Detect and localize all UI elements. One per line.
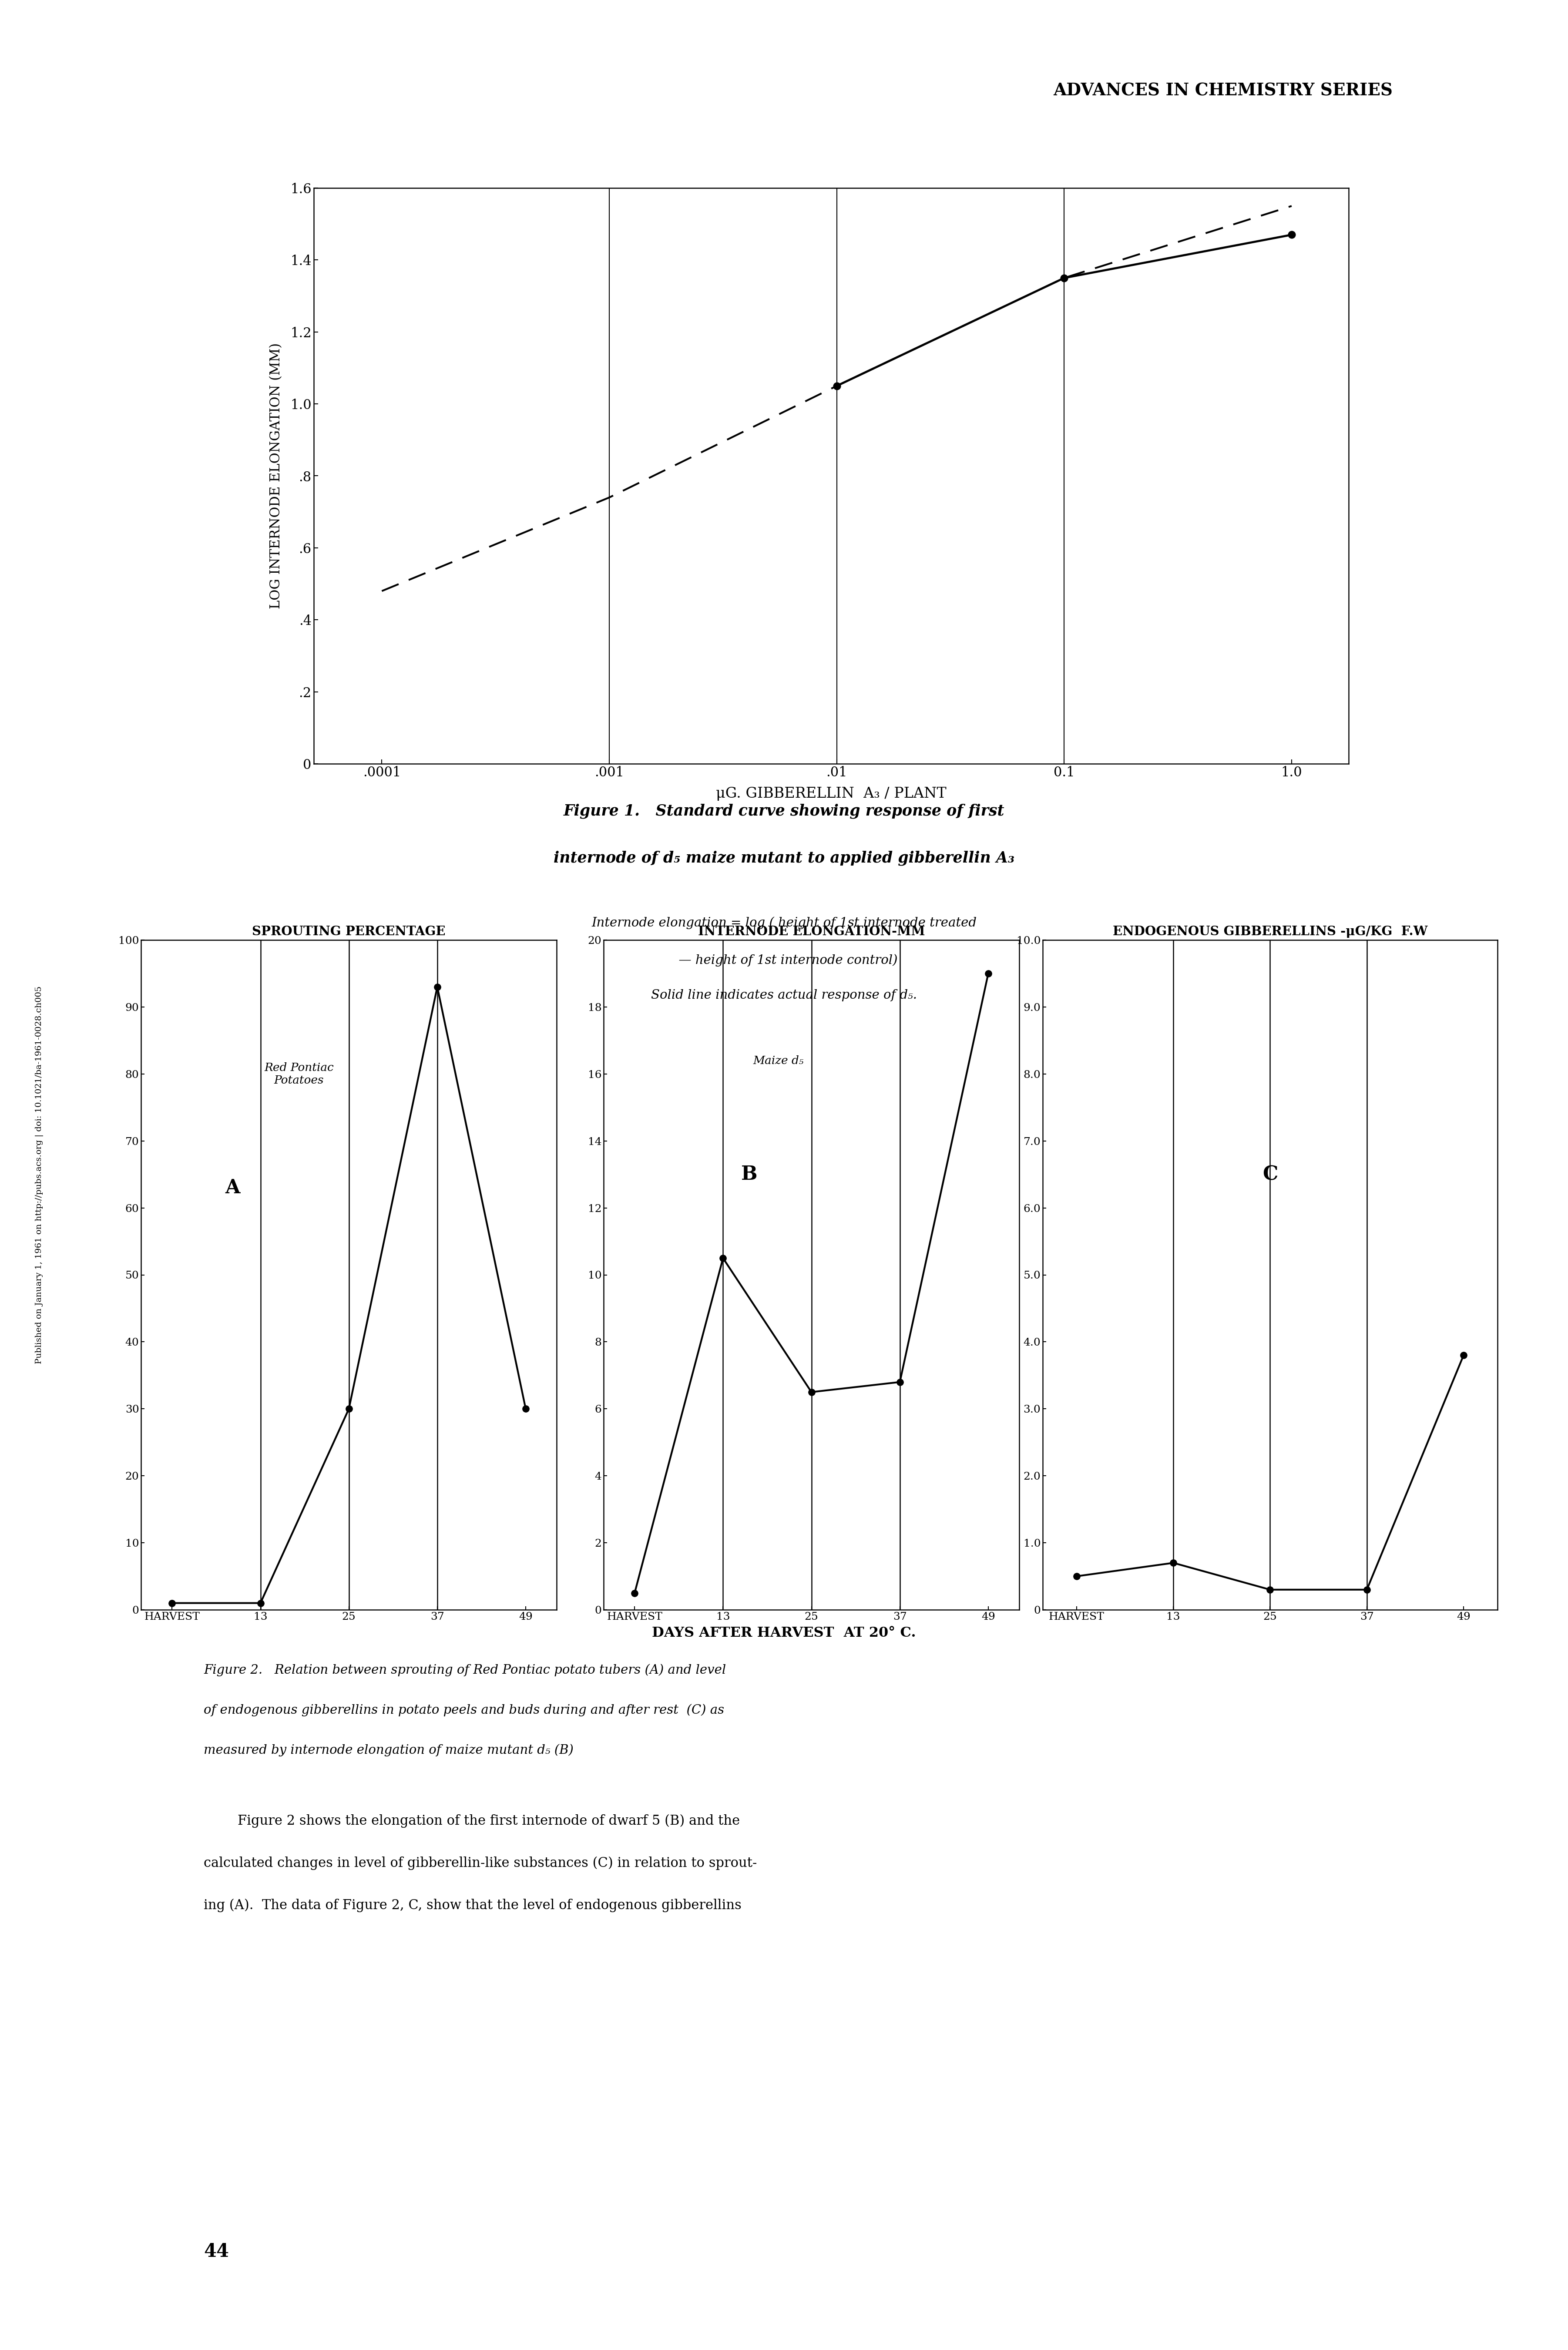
X-axis label: μG. GIBBERELLIN  A₃ / PLANT: μG. GIBBERELLIN A₃ / PLANT [715,787,947,801]
Text: DAYS AFTER HARVEST  AT 20° C.: DAYS AFTER HARVEST AT 20° C. [652,1626,916,1640]
Text: Figure 1.   Standard curve showing response of first: Figure 1. Standard curve showing respons… [563,804,1005,818]
Text: 44: 44 [204,2242,229,2261]
Text: — height of 1st internode control): — height of 1st internode control) [671,954,897,966]
Text: calculated changes in level of gibberellin-like substances (C) in relation to sp: calculated changes in level of gibberell… [204,1856,757,1871]
Text: C: C [1262,1166,1278,1184]
Text: Red Pontiac
Potatoes: Red Pontiac Potatoes [265,1062,334,1086]
Text: measured by internode elongation of maize mutant d₅ (B): measured by internode elongation of maiz… [204,1744,574,1755]
Text: A: A [226,1177,240,1196]
Title: ENDOGENOUS GIBBERELLINS -μG/KG  F.W: ENDOGENOUS GIBBERELLINS -μG/KG F.W [1113,926,1427,938]
Text: B: B [742,1166,757,1184]
Text: Internode elongation = log ( height of 1st internode treated: Internode elongation = log ( height of 1… [591,916,977,928]
Text: Figure 2 shows the elongation of the first internode of dwarf 5 (B) and the: Figure 2 shows the elongation of the fir… [204,1814,740,1828]
Text: internode of d₅ maize mutant to applied gibberellin A₃: internode of d₅ maize mutant to applied … [554,851,1014,865]
Text: Published on January 1, 1961 on http://pubs.acs.org | doi: 10.1021/ba-1961-0028.: Published on January 1, 1961 on http://p… [34,987,44,1363]
Title: SPROUTING PERCENTAGE: SPROUTING PERCENTAGE [252,926,445,938]
Text: Maize d₅: Maize d₅ [753,1055,803,1067]
Text: Figure 2.   Relation between sprouting of Red Pontiac potato tubers (A) and leve: Figure 2. Relation between sprouting of … [204,1664,726,1676]
Text: ADVANCES IN CHEMISTRY SERIES: ADVANCES IN CHEMISTRY SERIES [1054,82,1392,99]
Text: of endogenous gibberellins in potato peels and buds during and after rest  (C) a: of endogenous gibberellins in potato pee… [204,1704,724,1716]
Text: Solid line indicates actual response of d₅.: Solid line indicates actual response of … [651,989,917,1001]
Y-axis label: LOG INTERNODE ELONGATION (MM): LOG INTERNODE ELONGATION (MM) [270,343,282,609]
Title: INTERNODE ELONGATION-MM: INTERNODE ELONGATION-MM [698,926,925,938]
Text: ing (A).  The data of Figure 2, C, show that the level of endogenous gibberellin: ing (A). The data of Figure 2, C, show t… [204,1899,742,1913]
